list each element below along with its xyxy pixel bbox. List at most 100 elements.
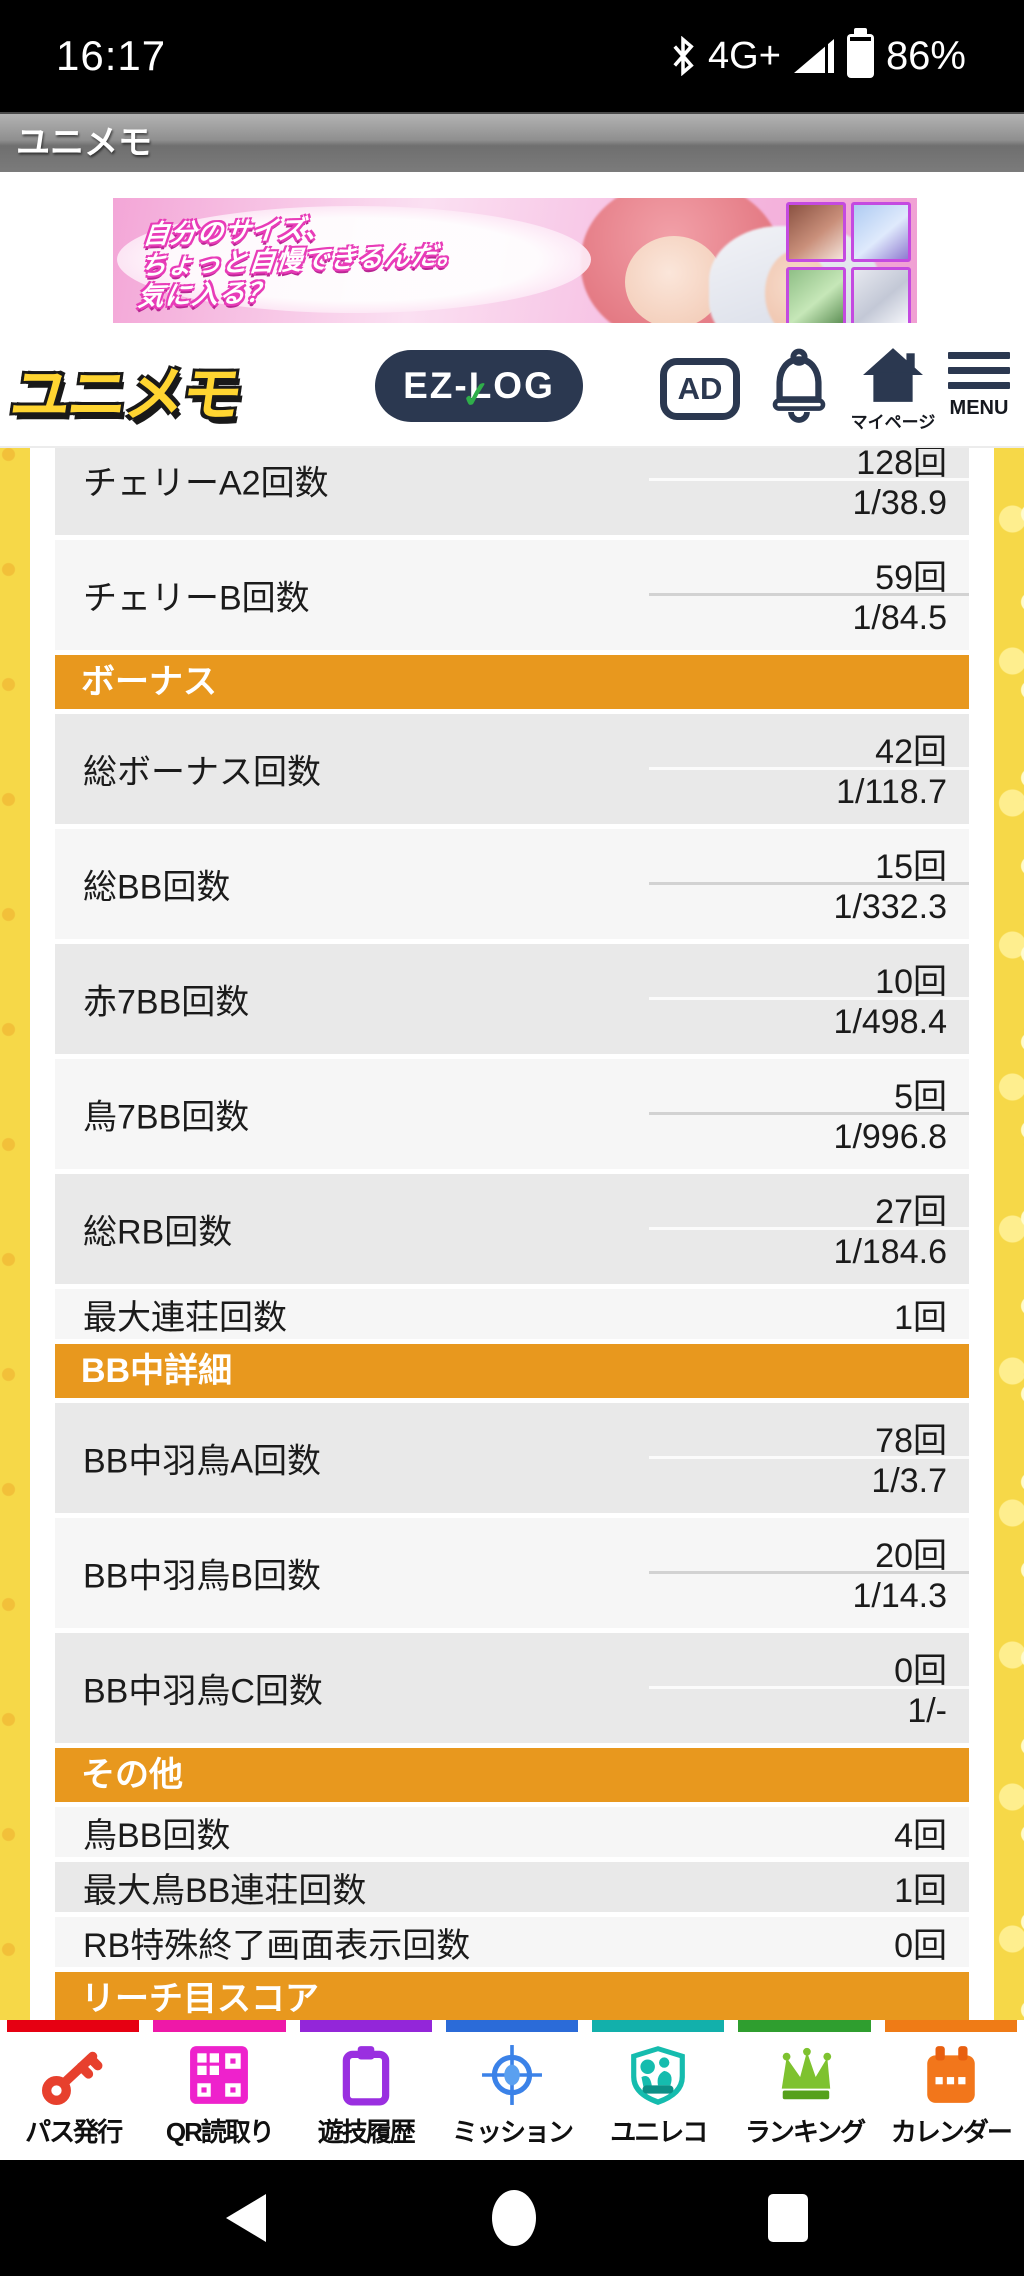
network-type: 4G+ <box>708 34 781 77</box>
ad-copy: 自分のサイズ、 ちょっと自慢できるんだ。 気に入る？ <box>136 213 466 312</box>
stat-row: BB中羽鳥A回数 78回 1/3.7 <box>55 1403 969 1513</box>
menu-button[interactable]: MENU <box>948 352 1010 420</box>
stat-count: 42回 <box>875 733 947 771</box>
hamburger-icon <box>948 352 1010 359</box>
stat-row: 最大連荘回数 1回 <box>55 1289 969 1339</box>
ad-button[interactable]: AD <box>660 358 740 420</box>
section-header: リーチ目スコア <box>55 1972 969 2020</box>
android-nav-bar <box>0 2160 1024 2276</box>
app-header: ユニメモ EZ-LOG ✓ AD マイページ MENU <box>0 330 1024 448</box>
menu-label: MENU <box>949 397 1009 419</box>
stat-divider <box>649 1112 969 1115</box>
ad-thumbnails <box>786 202 911 323</box>
stat-ratio: 1/3.7 <box>871 1462 947 1500</box>
nav-colorbar <box>299 2020 432 2032</box>
stat-divider <box>649 593 969 596</box>
nav-item-calendar[interactable]: カレンダー <box>878 2020 1024 2160</box>
stat-ratio: 1/184.6 <box>833 1233 947 1271</box>
section-header: ボーナス <box>55 655 969 709</box>
stat-count: 78回 <box>875 1422 947 1460</box>
stat-ratio: 1/84.5 <box>852 599 947 637</box>
nav-item-ranking[interactable]: ランキング <box>731 2020 877 2160</box>
stat-count: 4回 <box>894 1816 947 1855</box>
mypage-label: マイページ <box>850 413 936 432</box>
clipboard-icon <box>342 2046 389 2106</box>
stat-ratio: 1/14.3 <box>852 1577 947 1615</box>
stat-ratio: 1/332.3 <box>833 888 947 926</box>
signal-icon <box>793 39 834 73</box>
page-title: ユニメモ <box>16 124 152 162</box>
stat-divider <box>649 997 969 1000</box>
stats-table: チェリーA2回数 128回 1/38.9 チェリーB回数 59回 1/84.5 ボーナス総ボ… <box>55 448 969 2020</box>
stat-label: 鳥7BB回数 <box>83 1098 250 1137</box>
stat-divider <box>649 1227 969 1230</box>
nav-item-mission[interactable]: ミッション <box>439 2020 585 2160</box>
stat-divider <box>649 767 969 770</box>
android-back-button[interactable] <box>226 2194 266 2242</box>
stat-count: 27回 <box>875 1193 947 1231</box>
stat-row: BB中羽鳥B回数 20回 1/14.3 <box>55 1518 969 1628</box>
qr-icon <box>190 2046 249 2104</box>
battery-percent: 86% <box>885 33 966 78</box>
mypage-button[interactable]: マイページ <box>850 348 936 433</box>
stat-label: 最大鳥BB連荘回数 <box>83 1871 367 1910</box>
stat-count: 0回 <box>894 1652 947 1690</box>
bell-icon <box>772 348 826 423</box>
stat-label: BB中羽鳥B回数 <box>83 1557 322 1596</box>
stat-row: 最大鳥BB連荘回数 1回 <box>55 1862 969 1912</box>
ad-banner[interactable]: 自分のサイズ、 ちょっと自慢できるんだ。 気に入る？ <box>113 198 917 323</box>
notifications-button[interactable] <box>764 348 834 428</box>
ezlog-label: EZ-LOG <box>403 365 555 406</box>
window-title-bar: ユニメモ <box>0 112 1024 172</box>
stat-divider <box>649 882 969 885</box>
stats-card: チェリーA2回数 128回 1/38.9 チェリーB回数 59回 1/84.5 ボーナス総ボ… <box>30 448 994 2020</box>
ad-strip: 自分のサイズ、 ちょっと自慢できるんだ。 気に入る？ <box>0 172 1024 330</box>
battery-icon <box>846 28 874 78</box>
ad-thumb[interactable] <box>786 202 846 262</box>
stat-count: 128回 <box>856 448 947 482</box>
ad-thumb[interactable] <box>851 202 911 262</box>
stat-label: 総ボーナス回数 <box>83 753 321 792</box>
stat-ratio: 1/498.4 <box>833 1003 947 1041</box>
clock: 16:17 <box>56 32 167 79</box>
stat-label: 赤7BB回数 <box>83 983 250 1022</box>
target-icon <box>482 2045 542 2105</box>
stat-count: 59回 <box>875 559 947 597</box>
ad-thumb[interactable] <box>786 267 846 323</box>
stat-ratio: 1/38.9 <box>852 484 947 522</box>
stat-label: チェリーB回数 <box>83 579 310 618</box>
ad-thumb[interactable] <box>851 267 911 323</box>
android-home-button[interactable] <box>492 2190 536 2246</box>
calendar-icon <box>927 2046 975 2103</box>
stat-count: 20回 <box>875 1537 947 1575</box>
section-header: その他 <box>55 1748 969 1802</box>
crown-icon <box>781 2047 831 2100</box>
ezlog-button[interactable]: EZ-LOG ✓ <box>375 350 583 422</box>
stat-label: チェリーA2回数 <box>83 464 329 503</box>
section-header: BB中詳細 <box>55 1344 969 1398</box>
stat-ratio: 1/118.7 <box>836 773 947 811</box>
stat-label: BB中羽鳥C回数 <box>83 1672 323 1711</box>
ad-speech-bubble <box>117 206 591 313</box>
stat-ratio: 1/- <box>907 1692 947 1730</box>
nav-item-pass[interactable]: パス発行 <box>0 2020 146 2160</box>
stat-count: 1回 <box>894 1298 947 1337</box>
nav-item-qr[interactable]: QR読取り <box>146 2020 292 2160</box>
stat-count: 1回 <box>894 1871 947 1910</box>
stat-ratio: 1/996.8 <box>833 1118 947 1156</box>
stat-label: 総RB回数 <box>83 1213 233 1252</box>
android-recents-button[interactable] <box>768 2194 808 2242</box>
app-logo[interactable]: ユニメモ <box>6 361 245 428</box>
stat-count: 15回 <box>875 848 947 886</box>
nav-item-unireco[interactable]: ユニレコ <box>585 2020 731 2160</box>
nav-item-history[interactable]: 遊技履歴 <box>293 2020 439 2160</box>
stat-row: 鳥7BB回数 5回 1/996.8 <box>55 1059 969 1169</box>
bottom-nav: パス発行 QR読取り 遊技履歴 <box>0 2020 1024 2160</box>
stat-count: 0回 <box>894 1926 947 1965</box>
nav-colorbar <box>153 2020 286 2032</box>
stat-label: BB中羽鳥A回数 <box>83 1442 322 1481</box>
stat-label: 最大連荘回数 <box>83 1298 287 1337</box>
stat-label: 総BB回数 <box>83 868 231 907</box>
stat-label: RB特殊終了画面表示回数 <box>83 1926 471 1965</box>
bluetooth-icon <box>673 36 694 76</box>
